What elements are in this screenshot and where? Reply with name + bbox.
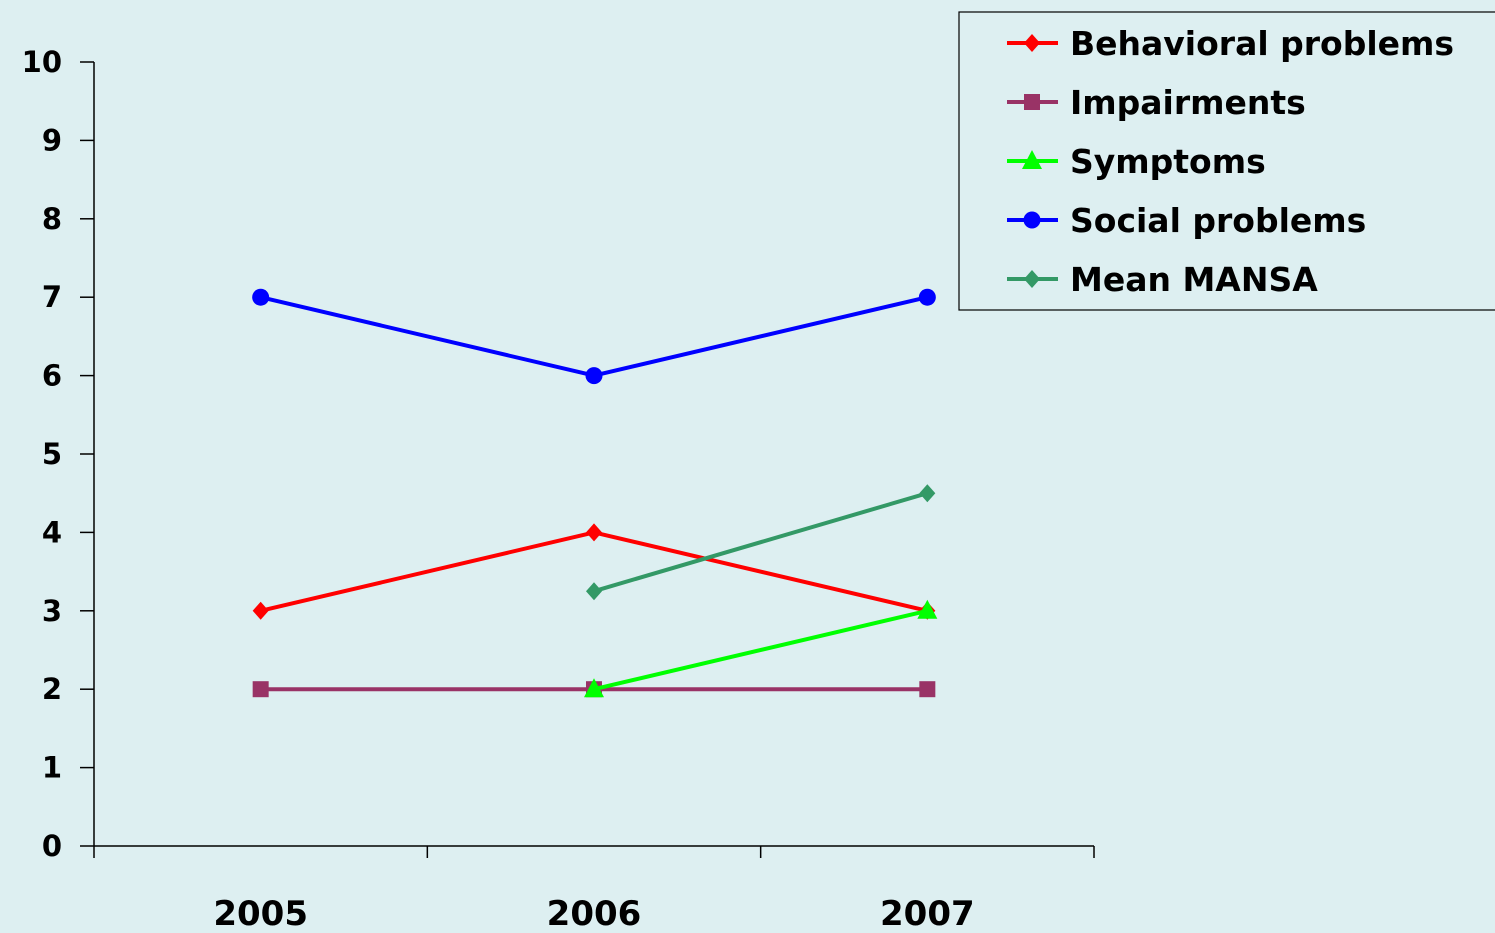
data-point [252,681,269,698]
series-line [593,491,928,594]
legend-item: Symptoms [1007,142,1266,181]
data-point [586,523,602,542]
y-tick-label: 9 [42,123,62,157]
x-ticks: 2005 2006 2007 [93,846,1095,933]
series-behavioral-problems [252,523,936,620]
y-ticks: 0 1 2 3 4 5 6 7 8 9 10 [22,45,94,863]
y-tick-label: 4 [42,515,62,549]
legend-item: Mean MANSA [1007,260,1318,299]
legend-label: Behavioral problems [1070,24,1454,63]
y-tick-label: 5 [42,437,62,471]
legend-marker [1024,270,1040,288]
legend-item: Impairments [1007,83,1306,122]
legend-marker [1022,150,1042,169]
series-mean-mansa [586,484,936,601]
y-tick-label: 10 [22,45,62,79]
series-line [593,608,928,692]
y-tick-label: 3 [42,594,62,628]
data-point [919,681,936,698]
legend-marker [1023,211,1041,229]
legend-label: Social problems [1070,201,1366,240]
x-tick-label: 2005 [213,894,308,933]
legend-label: Impairments [1070,83,1306,122]
legend-marker [1024,34,1040,52]
legend: Behavioral problems Impairments Symptoms So… [958,11,1495,311]
y-tick-label: 1 [42,751,62,785]
data-point [918,288,936,306]
y-tick-label: 6 [42,359,62,393]
series-layer [252,288,938,698]
data-point [586,582,602,601]
data-point [252,601,269,620]
data-point [585,367,603,385]
y-tick-label: 2 [42,672,62,706]
legend-items: Behavioral problems Impairments Symptoms So… [1007,24,1454,299]
x-tick-label: 2007 [880,894,975,933]
data-point [917,599,938,619]
series-line [260,295,928,378]
data-point [584,678,604,698]
legend-item: Social problems [1007,201,1366,240]
y-tick-label: 7 [42,280,62,314]
plot-area: 0 1 2 3 4 5 6 7 8 9 10 2005 2006 2007 [22,45,1095,933]
legend-label: Symptoms [1070,142,1266,181]
x-tick-label: 2006 [547,894,642,933]
legend-marker [1024,94,1040,110]
legend-item: Behavioral problems [1007,24,1454,63]
y-tick-label: 8 [42,202,62,236]
series-symptoms [584,599,938,698]
data-point [919,484,936,503]
y-tick-label: 0 [42,829,62,863]
legend-label: Mean MANSA [1070,260,1318,299]
series-social-problems [252,288,936,385]
data-point [252,288,270,306]
